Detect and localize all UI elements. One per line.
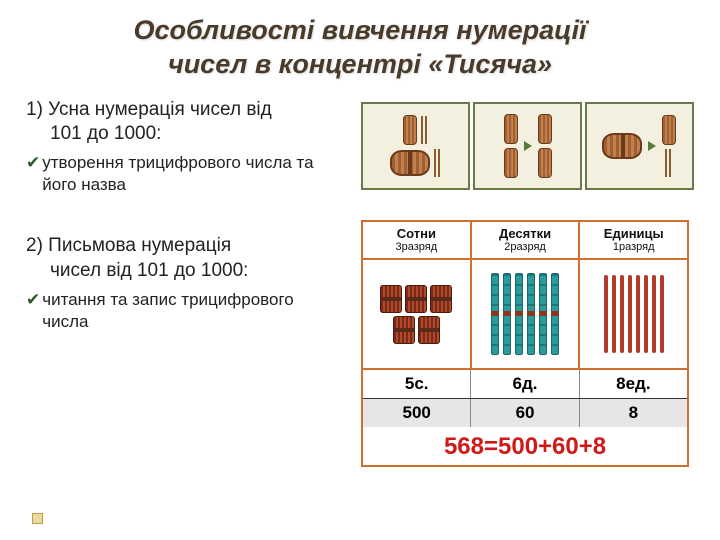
pv-value-tens: 60	[471, 399, 579, 427]
pv-head-tens: Десятки 2разряд	[472, 222, 581, 259]
pv-value-units: 8	[580, 399, 687, 427]
pv-head-sub: 1разряд	[582, 241, 685, 254]
title-line-2: чисел в концентрі «Тисяча»	[168, 49, 552, 79]
illus-panel-2	[473, 102, 582, 190]
pv-value-hundreds: 500	[363, 399, 471, 427]
checkmark-icon: ✔	[26, 152, 40, 196]
illustration-column: Сотни 3разряд Десятки 2разряд Единицы 1р…	[355, 98, 694, 468]
pv-head-top: Десятки	[474, 226, 577, 242]
pv-pictures-row	[363, 260, 687, 370]
pv-equation: 568=500+60+8	[363, 427, 687, 465]
section1-head-line2: 101 до 1000:	[26, 122, 343, 146]
place-value-table: Сотни 3разряд Десятки 2разряд Единицы 1р…	[361, 220, 689, 468]
arrow-icon	[524, 141, 532, 151]
section2-head-line2: чисел від 101 до 1000:	[26, 259, 343, 283]
pv-head-sub: 2разряд	[474, 241, 577, 254]
content-area: 1) Усна нумерація чисел від 101 до 1000:…	[0, 90, 720, 468]
pv-label-hundreds: 5с.	[363, 370, 471, 398]
pv-pic-units	[580, 260, 687, 368]
pv-head-hundreds: Сотни 3разряд	[363, 222, 472, 259]
section2-bullet: ✔ читання та запис трицифрового числа	[26, 289, 343, 333]
section1-bullet: ✔ утворення трицифрового числа та його н…	[26, 152, 343, 196]
arrow-icon	[648, 141, 656, 151]
pv-head-top: Сотни	[365, 226, 468, 242]
top-illustration-strip	[361, 102, 694, 190]
section2-head: 2) Письмова нумерація чисел від 101 до 1…	[26, 234, 343, 283]
section1-head-line1: 1) Усна нумерація чисел від	[26, 99, 272, 120]
pv-value-row: 500 60 8	[363, 399, 687, 427]
illus-panel-3	[585, 102, 694, 190]
pv-pic-hundreds	[363, 260, 472, 368]
pv-label-row: 5с. 6д. 8ед.	[363, 370, 687, 399]
text-column: 1) Усна нумерація чисел від 101 до 1000:…	[26, 98, 355, 468]
checkmark-icon: ✔	[26, 289, 40, 333]
pv-label-tens: 6д.	[471, 370, 579, 398]
pv-label-units: 8ед.	[580, 370, 687, 398]
section2-bullet-text: читання та запис трицифрового числа	[42, 289, 343, 333]
illus-panel-1	[361, 102, 470, 190]
pv-head-units: Единицы 1разряд	[580, 222, 687, 259]
slide-title: Особливості вивчення нумерації чисел в к…	[0, 0, 720, 90]
section1-head: 1) Усна нумерація чисел від 101 до 1000:	[26, 98, 343, 147]
pv-head-sub: 3разряд	[365, 241, 468, 254]
title-line-1: Особливості вивчення нумерації	[133, 15, 586, 45]
footer-bullet-icon	[32, 513, 43, 524]
pv-header-row: Сотни 3разряд Десятки 2разряд Единицы 1р…	[363, 222, 687, 261]
section2-head-line1: 2) Письмова нумерація	[26, 235, 231, 256]
section1-bullet-text: утворення трицифрового числа та його наз…	[42, 152, 343, 196]
pv-pic-tens	[472, 260, 581, 368]
pv-head-top: Единицы	[582, 226, 685, 242]
